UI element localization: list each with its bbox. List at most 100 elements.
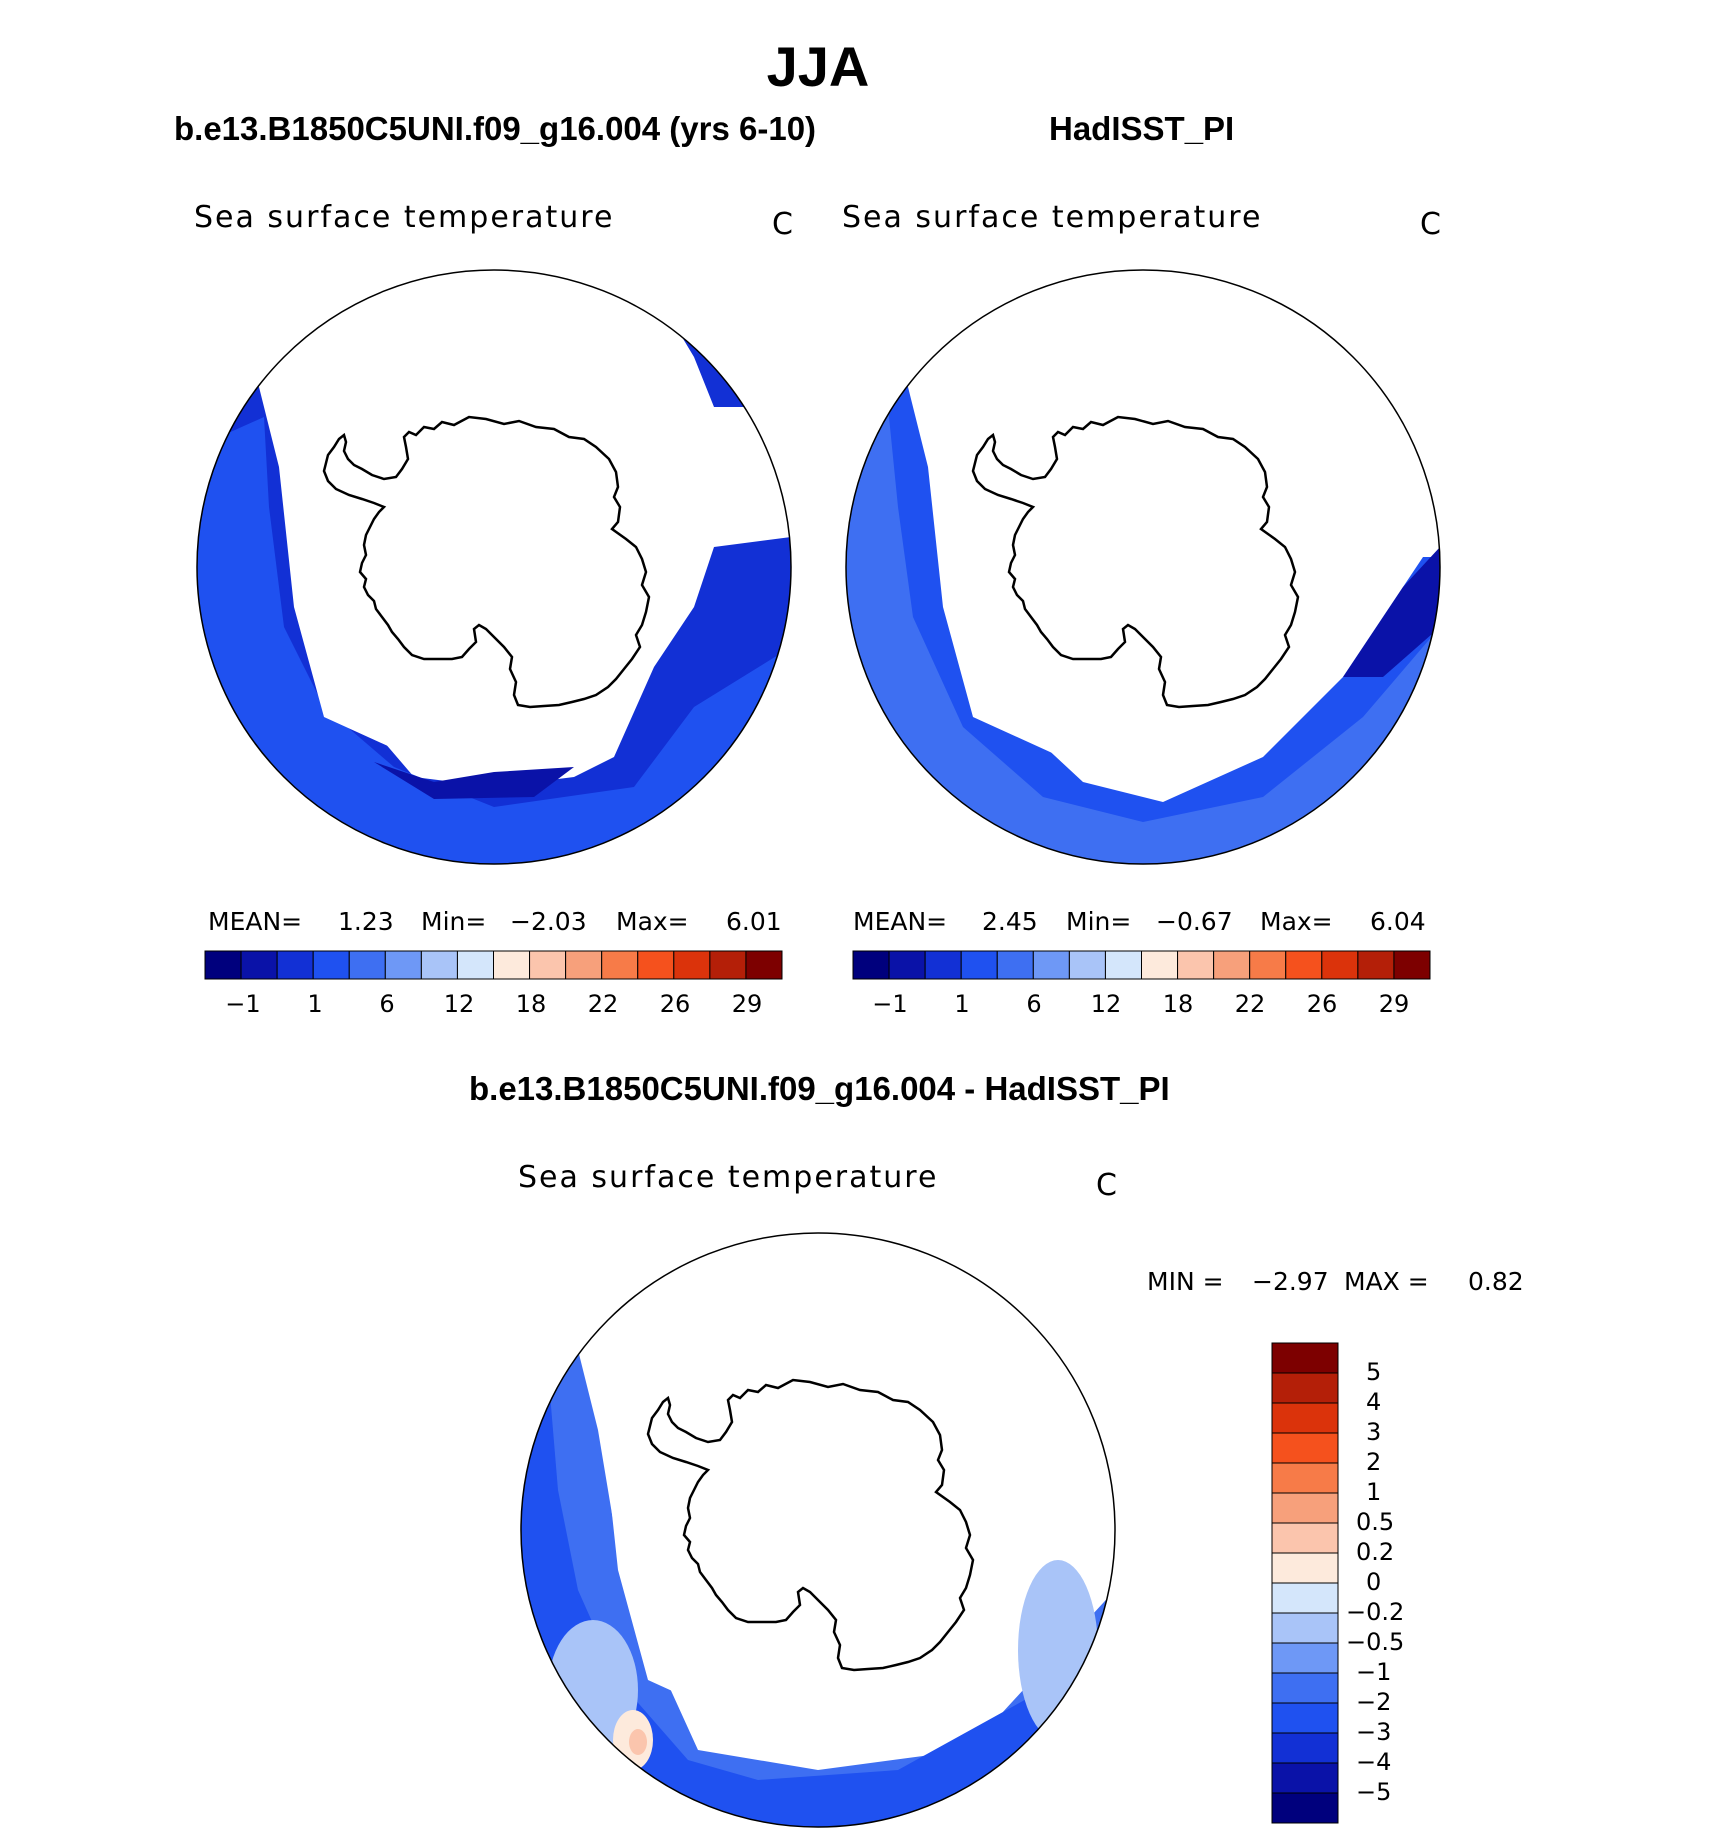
colorbar-swatch — [1068, 950, 1106, 980]
model-panel-title: b.e13.B1850C5UNI.f09_g16.004 (yrs 6-10) — [174, 110, 817, 147]
obs-max-value: 6.04 — [1370, 907, 1426, 936]
diff-max-value: 0.82 — [1468, 1267, 1524, 1296]
diff-colorbar-tick: 0 — [1366, 1568, 1382, 1596]
model-max-label: Max= — [616, 907, 689, 936]
diff-colorbar-tick: 5 — [1366, 1358, 1382, 1386]
model-colorbar-tick: 1 — [307, 990, 323, 1018]
colorbar-swatch — [565, 950, 603, 980]
colorbar-swatch — [1271, 1492, 1339, 1524]
colorbar-swatch — [348, 950, 386, 980]
obs-colorbar-tick: −1 — [872, 990, 908, 1018]
model-mean-label: MEAN= — [208, 907, 303, 936]
colorbar-swatch — [996, 950, 1034, 980]
colorbar-swatch — [852, 950, 890, 980]
model-units-label: C — [772, 207, 795, 242]
obs-min-value: −0.67 — [1156, 907, 1233, 936]
model-map — [196, 269, 792, 865]
colorbar-swatch — [1271, 1702, 1339, 1734]
colorbar-swatch — [960, 950, 998, 980]
diff-colorbar-tick: −0.2 — [1346, 1598, 1405, 1626]
obs-min-label: Min= — [1066, 907, 1132, 936]
diff-colorbar-tick: 3 — [1366, 1418, 1382, 1446]
colorbar-swatch — [1271, 1432, 1339, 1464]
model-colorbar-tick: 18 — [515, 990, 547, 1018]
colorbar-swatch — [1271, 1372, 1339, 1404]
colorbar-swatch — [1249, 950, 1287, 980]
diff-colorbar-tick: −3 — [1356, 1718, 1392, 1746]
colorbar-swatch — [709, 950, 747, 980]
colorbar-swatch — [745, 950, 783, 980]
diff-colorbar-tick: −5 — [1356, 1778, 1392, 1806]
colorbar-swatch — [240, 950, 278, 980]
diff-colorbar-tick: 4 — [1366, 1388, 1382, 1416]
colorbar-swatch — [312, 950, 350, 980]
model-colorbar — [204, 950, 783, 980]
obs-map — [845, 269, 1441, 865]
colorbar-swatch — [276, 950, 314, 980]
obs-mean-label: MEAN= — [853, 907, 948, 936]
model-min-value: −2.03 — [510, 907, 587, 936]
diff-max-label: MAX = — [1344, 1267, 1429, 1296]
obs-panel-title: HadISST_PI — [1049, 110, 1235, 147]
diff-colorbar-tick: 2 — [1366, 1448, 1382, 1476]
colorbar-swatch — [529, 950, 567, 980]
diff-min-label: MIN = — [1147, 1267, 1224, 1296]
ocean-sst-region — [846, 407, 1440, 864]
obs-colorbar-tick: 26 — [1306, 990, 1338, 1018]
obs-colorbar-tick: 18 — [1162, 990, 1194, 1018]
obs-mean-value: 2.45 — [982, 907, 1038, 936]
model-colorbar-tick: 29 — [731, 990, 763, 1018]
model-colorbar-tick: 26 — [659, 990, 691, 1018]
colorbar-swatch — [1271, 1522, 1339, 1554]
diff-units-label: C — [1096, 1168, 1119, 1203]
colorbar-swatch — [1271, 1732, 1339, 1764]
ocean-sst-region — [374, 762, 574, 799]
model-colorbar-tick: 6 — [379, 990, 395, 1018]
colorbar-swatch — [1271, 1582, 1339, 1614]
diff-colorbar-tick: −1 — [1356, 1658, 1392, 1686]
colorbar-swatch — [493, 950, 531, 980]
figure-title: JJA — [766, 35, 870, 98]
diff-colorbar-tick: −0.5 — [1346, 1628, 1405, 1656]
model-variable-label: Sea surface temperature — [194, 200, 615, 235]
diff-panel-title: b.e13.B1850C5UNI.f09_g16.004 - HadISST_P… — [469, 1070, 1170, 1107]
colorbar-swatch — [888, 950, 926, 980]
diff-colorbar — [1271, 1342, 1339, 1824]
colorbar-swatch — [420, 950, 458, 980]
colorbar-swatch — [1271, 1462, 1339, 1494]
ocean-sst-region — [1343, 547, 1440, 677]
colorbar-swatch — [1271, 1762, 1339, 1794]
map-boundary — [196, 269, 792, 865]
colorbar-swatch — [1271, 1672, 1339, 1704]
colorbar-swatch — [924, 950, 962, 980]
ocean-sst-region — [846, 317, 1440, 864]
colorbar-swatch — [1213, 950, 1251, 980]
ocean-sst-diff-region — [629, 1729, 647, 1755]
colorbar-swatch — [1271, 1612, 1339, 1644]
colorbar-swatch — [637, 950, 675, 980]
obs-colorbar-tick: 1 — [954, 990, 970, 1018]
colorbar-swatch — [1393, 950, 1431, 980]
obs-variable-label: Sea surface temperature — [842, 200, 1263, 235]
diff-colorbar-tick: −2 — [1356, 1688, 1392, 1716]
model-colorbar-tick: −1 — [225, 990, 261, 1018]
model-mean-value: 1.23 — [338, 907, 394, 936]
diff-min-value: −2.97 — [1252, 1267, 1329, 1296]
obs-colorbar-tick: 12 — [1090, 990, 1122, 1018]
colorbar-swatch — [673, 950, 711, 980]
diff-colorbar-tick: 0.2 — [1356, 1538, 1395, 1566]
colorbar-swatch — [456, 950, 494, 980]
model-max-value: 6.01 — [726, 907, 782, 936]
colorbar-swatch — [1271, 1642, 1339, 1674]
diff-variable-label: Sea surface temperature — [518, 1160, 939, 1195]
obs-colorbar-tick: 22 — [1234, 990, 1266, 1018]
sea-ice-mask — [883, 270, 1353, 767]
obs-colorbar-tick: 29 — [1378, 990, 1410, 1018]
ocean-sst-region — [197, 417, 791, 864]
model-colorbar-tick: 22 — [587, 990, 619, 1018]
diff-map — [520, 1232, 1116, 1828]
colorbar-swatch — [1271, 1342, 1339, 1374]
diff-colorbar-tick: 1 — [1366, 1478, 1382, 1506]
colorbar-swatch — [1285, 950, 1323, 980]
